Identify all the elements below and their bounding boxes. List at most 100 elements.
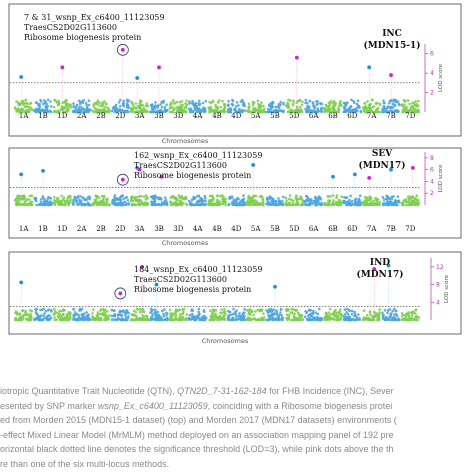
snp-point <box>304 98 308 102</box>
snp-point <box>105 102 108 106</box>
snp-point <box>203 199 207 203</box>
snp-point <box>98 203 102 206</box>
snp-point <box>256 318 260 321</box>
snp-point <box>177 105 181 109</box>
snp-point <box>308 308 311 312</box>
snp-point <box>249 110 253 113</box>
snp-point <box>200 316 204 319</box>
snp-point <box>137 318 141 321</box>
snp-point <box>363 317 367 321</box>
snp-point <box>118 202 122 205</box>
snp-point <box>91 312 94 315</box>
snp-point <box>381 311 384 315</box>
snp-point <box>92 110 95 114</box>
dataset-label: (MDN17) <box>356 269 403 280</box>
snp-point <box>195 110 199 113</box>
snp-point <box>79 106 83 109</box>
figure-caption: iotropic Quantitative Trait Nucleotide (… <box>0 384 474 471</box>
snp-point <box>252 313 255 317</box>
snp-point <box>144 110 147 113</box>
snp-point <box>34 101 38 104</box>
snp-point <box>303 315 307 319</box>
snp-point <box>376 318 379 322</box>
snp-point <box>47 318 51 322</box>
snp-point <box>277 106 281 110</box>
snp-point <box>79 199 83 202</box>
snp-point <box>47 202 51 205</box>
snp-point <box>122 104 126 108</box>
snp-point <box>62 196 66 199</box>
snp-point <box>307 318 310 322</box>
snp-point <box>142 195 146 199</box>
snp-point <box>120 314 123 317</box>
snp-point <box>54 99 57 102</box>
snp-point <box>413 110 417 114</box>
snp-point <box>289 198 293 202</box>
snp-point <box>268 108 272 112</box>
lod-tick-label: 2 <box>430 190 434 197</box>
snp-point <box>107 317 110 320</box>
chromosome-label: 6A <box>309 112 319 120</box>
snp-point <box>386 200 389 204</box>
snp-point <box>337 108 341 111</box>
snp-point <box>159 103 162 106</box>
snp-point <box>243 104 246 107</box>
snp-point <box>265 110 268 114</box>
snp-point <box>130 318 133 321</box>
snp-point <box>59 108 62 111</box>
snp-point <box>392 110 396 114</box>
snp-point <box>67 203 70 207</box>
chromosome-label: 3D <box>173 112 183 120</box>
snp-point <box>42 314 45 318</box>
snp-point <box>261 110 265 113</box>
snp-point <box>315 201 319 204</box>
snp-point <box>231 103 235 107</box>
snp-point <box>296 311 300 315</box>
snp-point <box>64 104 68 108</box>
snp-point <box>73 314 76 317</box>
chromosome-label: 5A <box>251 112 261 120</box>
qtn-marker <box>19 75 24 79</box>
snp-point <box>268 195 272 198</box>
snp-point <box>326 203 330 207</box>
qtn-marker <box>19 280 24 285</box>
snp-point <box>316 107 320 110</box>
snp-point <box>353 310 356 314</box>
snp-point <box>76 110 80 114</box>
snp-point <box>247 102 251 106</box>
snp-point <box>201 101 205 105</box>
snp-point <box>407 314 411 317</box>
snp-point <box>377 203 381 206</box>
snp-point <box>214 203 217 206</box>
snp-point <box>319 101 322 105</box>
snp-point <box>290 203 294 207</box>
snp-point <box>179 110 183 114</box>
snp-point <box>134 310 138 314</box>
snp-point <box>229 108 232 112</box>
snp-point <box>327 199 330 202</box>
snp-point <box>408 102 411 106</box>
snp-point <box>348 198 351 202</box>
snp-point <box>103 308 107 312</box>
snp-point <box>222 195 225 199</box>
snp-point <box>267 104 271 107</box>
caption-text: , coinciding with a Ribosome biogenesis … <box>207 400 393 411</box>
snp-point <box>169 312 172 315</box>
snp-point <box>402 99 406 102</box>
snp-point <box>288 313 291 317</box>
chromosome-label: 6B <box>328 225 338 233</box>
snp-point <box>394 309 398 313</box>
snp-point <box>247 194 250 198</box>
snp-point <box>53 110 56 114</box>
annotation-line-1: 162_wsnp_Ex_c6400_11123059 <box>134 151 262 160</box>
snp-point <box>227 203 231 206</box>
snp-point <box>115 198 118 201</box>
snp-point <box>291 103 295 107</box>
snp-point <box>224 197 227 201</box>
snp-point <box>55 197 59 200</box>
lod-tick-label: 6 <box>430 51 434 58</box>
snp-point <box>386 106 389 109</box>
snp-point <box>108 314 111 317</box>
snp-point <box>53 316 56 319</box>
snp-point <box>113 196 116 199</box>
